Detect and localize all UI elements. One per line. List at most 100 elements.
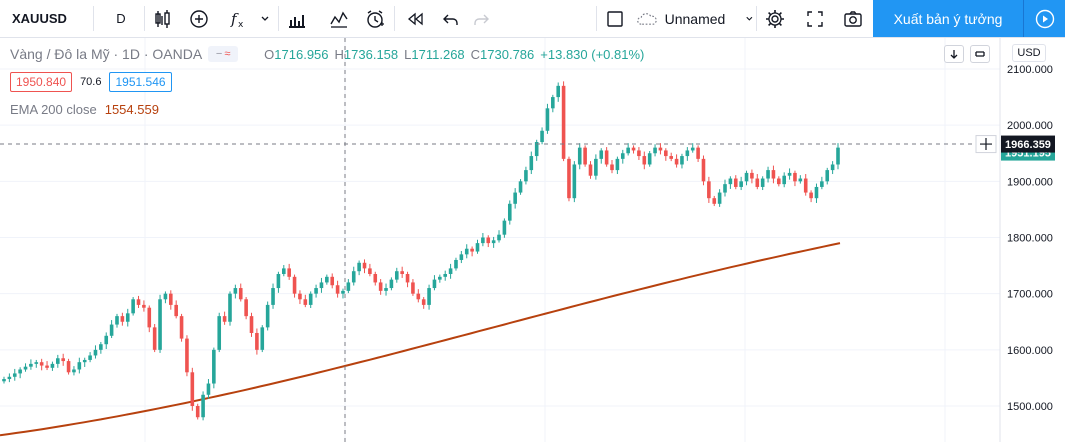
layout-menu-button[interactable]: Unnamed (636, 0, 754, 37)
candle-body (750, 172, 754, 179)
refresh-icon (975, 51, 985, 57)
candle-body (373, 274, 378, 283)
spread-value: 70.6 (80, 76, 102, 88)
price-chart[interactable]: 2100.000 2000.000 1900.000 1800.000 1700.000… (0, 38, 1065, 442)
candle-body (454, 259, 458, 269)
candle-body (249, 316, 254, 333)
candle-body (448, 268, 453, 275)
candle-body (93, 349, 98, 356)
replay-button[interactable] (402, 0, 428, 37)
price-tick-label: 2000.000 (1007, 120, 1053, 132)
rewind-icon (407, 12, 423, 25)
buy-price-box[interactable]: 1951.546 (109, 72, 172, 92)
candle-body (690, 147, 695, 151)
play-button[interactable] (1023, 0, 1065, 37)
financials-button[interactable] (284, 0, 310, 37)
candle-body (7, 376, 12, 380)
candle-body (669, 156, 673, 159)
price-axis-ticks: 2100.000 2000.000 1900.000 1800.000 1700.000… (1007, 64, 1053, 413)
candle-body (529, 156, 534, 171)
ema-label: EMA 200 close (10, 102, 97, 117)
candle-body (346, 282, 351, 291)
candles-icon (155, 9, 170, 28)
snapshot-button[interactable] (840, 0, 866, 37)
sell-price-box[interactable]: 1950.840 (10, 72, 73, 92)
candle-body (567, 158, 571, 199)
scroll-down-button[interactable] (944, 45, 964, 63)
expand-icon (807, 10, 823, 27)
candle-style-button[interactable] (150, 0, 176, 37)
legend-toggle-button[interactable]: − ≈ (208, 46, 239, 62)
approx-icon: ≈ (224, 48, 231, 60)
candle-body (707, 181, 711, 199)
candle-body (513, 192, 517, 204)
add-alert-plus-icon[interactable] (975, 135, 997, 154)
candle-body (599, 150, 604, 159)
candle-body (733, 178, 738, 187)
svg-text:x: x (238, 20, 244, 30)
play-icon (1035, 9, 1054, 28)
redo-button[interactable] (468, 0, 494, 37)
alarm-clock-icon (367, 9, 384, 28)
candle-body (287, 268, 291, 277)
candle-body (486, 237, 491, 244)
chevron-down-icon (261, 16, 269, 21)
candle-body (588, 164, 593, 176)
candle-body (744, 172, 749, 182)
candle-body (771, 170, 776, 179)
candle-body (836, 147, 840, 165)
candle-body (45, 365, 49, 368)
templates-button[interactable] (326, 0, 352, 37)
candle-body (163, 293, 168, 300)
chevron-down-icon (746, 16, 753, 21)
candle-body (308, 293, 313, 305)
currency-button[interactable]: USD (1012, 44, 1046, 62)
candle-body (577, 147, 582, 165)
candle-body (459, 254, 464, 260)
reset-scale-button[interactable] (970, 45, 990, 63)
candle-body (637, 150, 641, 157)
candle-body (475, 243, 480, 252)
candle-body (830, 164, 835, 171)
high-label: H (334, 46, 344, 62)
candle-body (190, 372, 195, 406)
interval-button[interactable]: D (106, 0, 136, 37)
candle-body (561, 85, 566, 159)
candle-body (389, 279, 394, 289)
redo-icon (474, 14, 489, 25)
publish-idea-button[interactable]: Xuất bản ý tưởng (873, 0, 1023, 37)
candle-body (793, 172, 797, 182)
candle-body (378, 282, 383, 291)
fullscreen-button[interactable] (802, 0, 828, 37)
candle-body (658, 147, 663, 151)
settings-button[interactable] (762, 0, 788, 37)
crosshair-price-badge (1001, 135, 1055, 153)
candle-body (674, 158, 679, 165)
candle-body (798, 178, 803, 182)
candle-body (803, 178, 808, 193)
fullscreen-select-button[interactable] (602, 0, 628, 37)
candle-body (405, 274, 410, 283)
candle-body (534, 142, 539, 157)
publish-label: Xuất bản ý tưởng (893, 10, 1003, 27)
candle-body (325, 276, 329, 283)
candle-body (29, 363, 33, 367)
layout-name: Unnamed (664, 10, 726, 27)
indicators-dropdown[interactable] (258, 0, 272, 37)
candle-body (233, 288, 238, 294)
alert-button[interactable] (362, 0, 388, 37)
candle-body (330, 276, 335, 286)
arrow-down-icon (950, 50, 958, 59)
candle-body (265, 304, 270, 328)
undo-icon (443, 14, 458, 25)
candle-body (809, 192, 813, 199)
crosshair-price-text: 1966.359 (1005, 139, 1051, 151)
candle-body (255, 332, 259, 350)
candle-body (464, 248, 469, 255)
symbol-search-button[interactable]: XAUUSD (0, 0, 92, 37)
undo-button[interactable] (438, 0, 464, 37)
close-value: 1730.786 (480, 46, 535, 62)
compare-button[interactable] (186, 0, 212, 37)
